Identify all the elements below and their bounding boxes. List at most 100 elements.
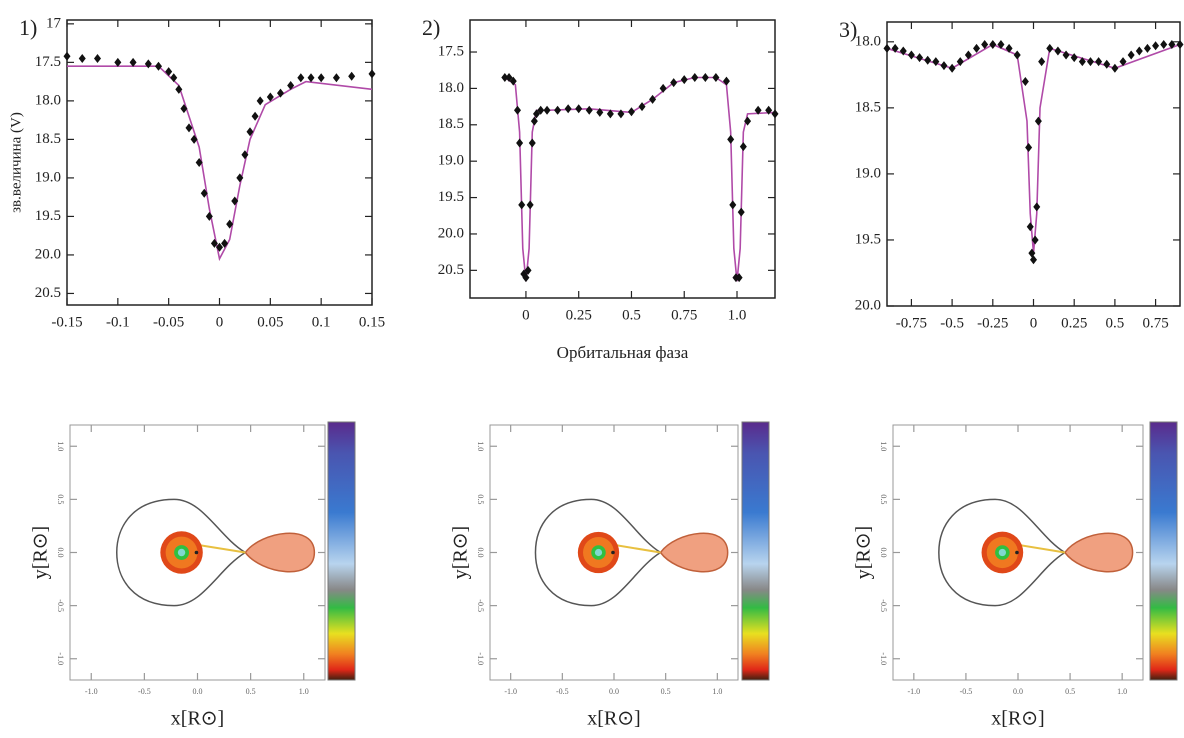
x-tick-label: -1.0: [85, 687, 98, 696]
y-tick-label: 17: [46, 15, 62, 31]
data-point: [712, 72, 720, 82]
y-tick-label: -1.0: [56, 652, 65, 665]
data-point: [114, 57, 122, 67]
y-tick-label: 1.0: [476, 441, 485, 451]
data-point: [981, 39, 989, 49]
y-tick-label: 18.0: [438, 80, 464, 96]
y-tick-label: 0.5: [476, 494, 485, 504]
data-point: [907, 50, 915, 60]
data-point: [765, 105, 773, 115]
data-point: [754, 105, 762, 115]
x-tick-label: 0.5: [661, 687, 671, 696]
x-tick-label: 0: [216, 314, 224, 330]
y-tick-label: -0.5: [56, 599, 65, 612]
x-tick-label: 0.1: [312, 314, 331, 330]
x-tick-label: 0.5: [246, 687, 256, 696]
y-tick-label: 20.0: [35, 246, 61, 262]
data-point: [956, 57, 964, 67]
data-point: [1135, 46, 1143, 56]
data-point: [1054, 46, 1062, 56]
data-point: [195, 158, 203, 167]
y-tick-label: 19.5: [35, 208, 61, 224]
panel-label: 2): [422, 15, 440, 40]
x-tick-label: 0.05: [257, 314, 283, 330]
data-point: [627, 107, 635, 117]
panel-label: 3): [839, 17, 857, 42]
data-point: [554, 105, 562, 115]
data-point: [231, 196, 239, 206]
x-tick-label: -0.15: [51, 314, 82, 330]
data-point: [516, 138, 524, 148]
data-point: [1086, 57, 1094, 67]
white-dwarf: [611, 550, 615, 555]
x-tick-label: 0: [522, 307, 530, 323]
data-point: [63, 51, 71, 61]
data-point: [1119, 57, 1127, 67]
data-point: [997, 39, 1005, 49]
data-point: [771, 109, 779, 119]
x-tick-label: -0.5: [138, 687, 151, 696]
data-point: [1046, 43, 1054, 53]
plot-frame: [469, 19, 776, 299]
y-tick-label: -1.0: [476, 652, 485, 665]
data-point: [226, 219, 234, 229]
x-axis-label: x[R⊙]: [171, 708, 224, 730]
data-point: [78, 54, 86, 64]
data-point: [241, 150, 249, 160]
data-point: [1176, 39, 1184, 49]
y-axis-label: зв.величина (V): [8, 112, 24, 213]
data-point: [190, 134, 198, 144]
x-axis-label: x[R⊙]: [991, 708, 1044, 730]
data-point: [1026, 222, 1034, 232]
x-tick-label: 0.0: [1013, 687, 1023, 696]
x-tick-label: 1.0: [728, 307, 747, 323]
data-point: [501, 72, 509, 82]
x-tick-label: -0.05: [153, 314, 184, 330]
data-point: [1070, 53, 1078, 63]
x-tick-label: 0: [1030, 315, 1038, 331]
data-point: [1160, 39, 1168, 49]
data-point: [236, 173, 244, 183]
x-tick-label: -0.75: [896, 315, 927, 331]
x-tick-label: 0.5: [1106, 315, 1125, 331]
x-tick-label: 1.0: [1117, 687, 1127, 696]
x-tick-label: 1.0: [299, 687, 309, 696]
y-tick-label: 1.0: [879, 441, 888, 451]
data-point: [170, 73, 178, 83]
accretion-disk: [177, 548, 186, 557]
data-point: [883, 43, 891, 53]
y-tick-label: 19.0: [35, 169, 61, 185]
colorbar: [741, 421, 770, 681]
data-point: [246, 127, 254, 137]
model-curve: [886, 43, 1181, 254]
data-point: [317, 73, 325, 83]
data-point: [940, 61, 948, 71]
accretion-disk: [998, 548, 1007, 557]
data-point: [221, 238, 229, 248]
x-tick-label: 0.25: [1061, 315, 1087, 331]
x-tick-label: 0.15: [359, 314, 385, 330]
data-point: [744, 116, 752, 126]
primary-roche-lobe: [534, 498, 662, 607]
x-tick-label: -0.1: [106, 314, 130, 330]
data-point: [205, 211, 213, 221]
data-point: [1028, 248, 1036, 258]
data-point: [526, 200, 534, 210]
data-point: [1152, 41, 1160, 51]
data-point: [185, 123, 193, 133]
data-point: [735, 273, 743, 283]
y-tick-label: 0.0: [56, 548, 65, 558]
data-point: [129, 57, 137, 67]
data-point: [368, 69, 376, 79]
x-tick-label: -0.5: [940, 315, 964, 331]
x-tick-label: -0.5: [556, 687, 569, 696]
colorbar: [1149, 421, 1178, 681]
data-point: [1021, 76, 1029, 86]
data-point: [649, 94, 657, 104]
y-tick-label: 20.0: [855, 297, 881, 313]
data-point: [332, 73, 340, 83]
data-point: [509, 76, 517, 86]
data-point: [522, 273, 530, 283]
data-point: [277, 88, 284, 98]
data-point: [180, 104, 188, 114]
